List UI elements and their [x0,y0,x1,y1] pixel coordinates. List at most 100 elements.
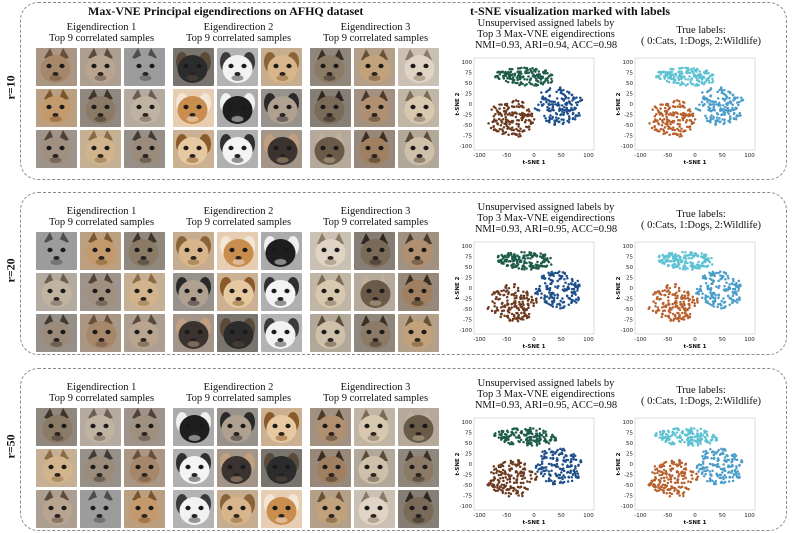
scatter-point-top [510,257,514,261]
dog-face-photo [261,273,302,311]
scatter-point-lower-left [662,464,666,468]
scatter-point-top [530,264,533,267]
scatter-point-right [558,481,562,485]
scatter-point-lower-left [686,296,689,300]
scatter-point-lower-left [510,128,514,132]
scatter-point-top [670,260,673,263]
scatter-point-top [550,77,553,81]
scatter-point-lower-left [526,292,529,295]
scatter-point-top [677,264,680,267]
scatter-point-lower-left [512,486,515,490]
scatter-point-right [728,303,732,306]
scatter-point-top [686,429,689,432]
scatter-point-top [549,263,553,266]
scatter-point-right [543,114,546,118]
y-tick-label: 0 [469,462,473,468]
scatter-point-lower-left [512,314,516,317]
scatter-point-right [550,464,554,467]
scatter-point-lower-left [663,126,667,129]
x-tick-label: -50 [663,153,672,159]
scatter-point-lower-left [670,459,674,463]
scatter-point-lower-left [669,319,672,322]
scatter-point-lower-left [656,469,660,473]
scatter-point-right [726,274,729,278]
scatter-point-right [565,274,568,278]
scatter-point-top [518,76,521,79]
scatter-point-lower-left [521,318,525,321]
y-tick-label: 25 [626,452,633,458]
scatter-point-lower-left [680,461,684,465]
scatter-point-lower-left [499,306,503,309]
scatter-point-lower-left [675,99,679,102]
scatter-point-right [548,88,551,92]
scatter-point-right [706,456,709,459]
scatter-point-top [553,439,557,442]
scatter-point-right [721,451,724,454]
dog-face-photo [173,232,214,270]
scatter-point-top [535,442,539,445]
scatter-point-top [698,70,702,73]
scatter-point-top [695,254,698,257]
scatter-point-lower-left [669,474,672,478]
scatter-point-lower-left [676,112,679,115]
scatter-point-right [574,467,577,470]
scatter-point-top [531,72,534,75]
unsupervised-tsne-plot: -100 -50 0 50 1001007550250-25-50-75-100t-SN… [455,241,594,350]
y-tick-label: 75 [626,71,633,77]
scatter-point-lower-left [522,294,526,298]
scatter-point-right [724,278,727,281]
scatter-point-top [672,264,675,267]
scatter-point-top [661,429,665,433]
scatter-point-top [528,264,531,268]
unsupervised-title-line: NMI=0.93, ARI=0.94, ACC=0.98 [474,40,618,51]
scatter-point-lower-left [522,314,526,318]
scatter-point-right [717,303,720,306]
scatter-point-top [505,258,509,261]
wildlife-face-photo [354,449,395,487]
scatter-point-top [534,432,538,435]
scatter-point-lower-left [512,477,516,480]
unsupervised-title-line: Unsupervised assigned labels by [477,202,615,213]
scatter-point-lower-left [489,479,492,483]
scatter-point-top [705,69,708,73]
scatter-point-top [672,81,675,84]
scatter-point-right [701,97,705,100]
scatter-point-top [705,265,709,269]
scatter-point-right [576,289,579,292]
y-axis-label: t-SNE 2 [455,92,461,115]
scatter-point-right [556,294,560,297]
scatter-point-lower-left [493,302,496,305]
scatter-point-right [730,297,733,301]
y-tick-label: 50 [465,265,472,271]
scatter-point-lower-left [670,487,673,490]
scatter-point-top [520,429,523,433]
scatter-point-lower-left [496,111,499,114]
scatter-point-lower-left [506,107,510,111]
scatter-point-right [722,301,726,304]
dog-face-photo [261,449,302,487]
dog-face-photo [261,130,302,168]
scatter-point-right [573,300,576,303]
scatter-point-right [713,103,716,106]
cat-face-photo [124,130,165,168]
scatter-point-right [704,294,707,297]
scatter-point-lower-left [512,285,516,289]
scatter-point-right [728,283,731,286]
scatter-point-right [547,470,551,473]
scatter-point-lower-left [509,492,513,496]
scatter-point-lower-left [660,465,663,469]
scatter-point-lower-left [497,464,501,467]
scatter-point-right [567,303,571,306]
scatter-point-top [683,440,686,444]
y-tick-label: -100 [460,144,473,150]
scatter-point-top [658,259,661,263]
cat-face-photo [80,449,121,487]
scatter-point-top [529,253,532,257]
scatter-point-lower-left [492,488,496,492]
scatter-point-lower-left [502,106,506,110]
scatter-point-lower-left [526,293,529,297]
scatter-point-top [536,79,539,83]
scatter-point-right [541,276,544,280]
true-label-plot-container: -100 -50 0 50 100 100 75 50 25 0 -25 -50 -75 -100 t-SN… [616,238,767,359]
scatter-point-lower-left [519,294,523,297]
